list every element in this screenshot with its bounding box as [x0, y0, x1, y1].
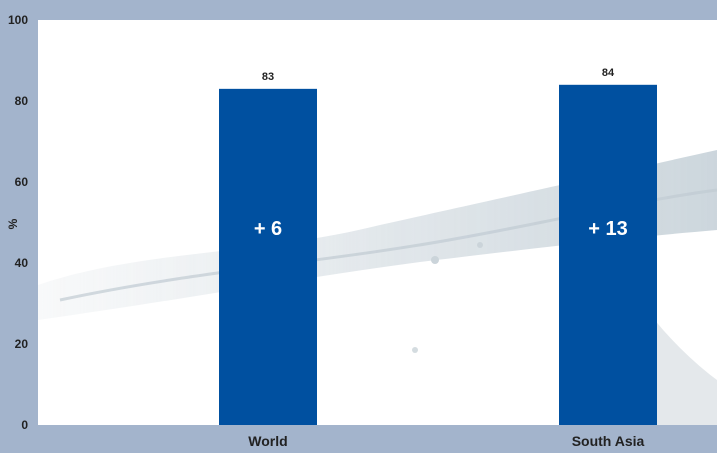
- y-axis-label: %: [6, 218, 20, 229]
- y-tick-label: 100: [8, 13, 28, 27]
- bar-annotation: + 6: [254, 218, 282, 240]
- bar: [559, 84, 657, 426]
- water-splash-background: [38, 150, 717, 425]
- x-tick-label: World: [248, 433, 287, 449]
- x-axis: World South Asia: [248, 433, 644, 449]
- data-label: 84: [602, 67, 615, 79]
- data-label: 83: [262, 71, 274, 83]
- y-tick-label: 0: [21, 418, 28, 432]
- bars: 83 + 6 84 + 13: [219, 67, 657, 426]
- bar: [219, 88, 317, 425]
- y-tick-label: 60: [15, 175, 29, 189]
- y-tick-label: 40: [15, 256, 29, 270]
- y-tick-label: 80: [15, 94, 29, 108]
- y-axis: 0 20 40 60 80 100: [8, 13, 28, 432]
- x-tick-label: South Asia: [572, 433, 645, 449]
- bar-annotation: + 13: [588, 218, 627, 240]
- y-tick-label: 20: [15, 337, 29, 351]
